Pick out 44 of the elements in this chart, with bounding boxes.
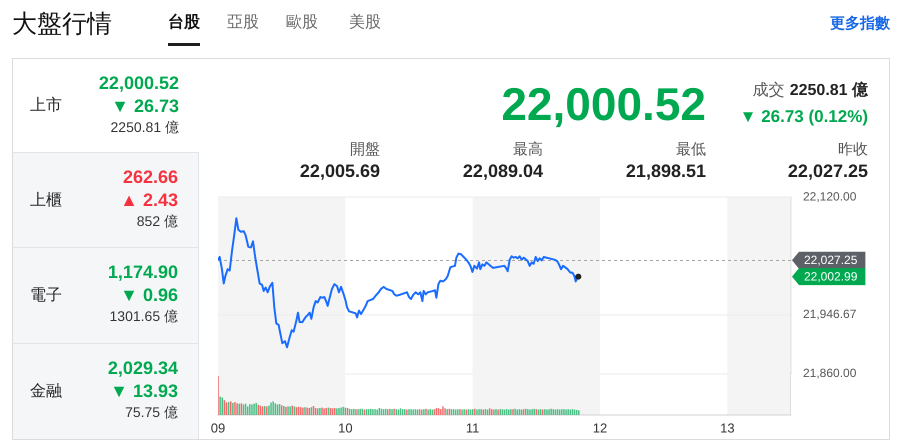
text: 22,000.52: [98, 72, 179, 94]
x-tick-label: 11: [466, 420, 480, 436]
text: 最高: [513, 140, 543, 158]
text: ▼ 0.96: [120, 284, 178, 306]
text: 262.66: [122, 166, 178, 188]
text: 成交: [752, 82, 785, 99]
text: 2250.81 億: [110, 118, 179, 136]
text: ▼ 26.73 (0.12%): [740, 106, 868, 126]
text: 75.75 億: [125, 403, 178, 421]
y-tick-label: 21,860.00: [803, 366, 857, 380]
text: 大盤行情: [12, 8, 112, 40]
text: 21,898.51: [626, 160, 706, 182]
text: 22,005.69: [300, 160, 380, 182]
text: 上櫃: [30, 190, 62, 210]
text: 歐股: [286, 13, 318, 33]
text: 更多指數: [830, 14, 890, 32]
x-tick-label: 10: [338, 420, 353, 436]
text: ▼ 13.93: [110, 380, 178, 402]
text: 開盤: [350, 140, 380, 158]
y-tick-label: 21,946.67: [803, 307, 857, 322]
text: 2,029.34: [108, 356, 178, 380]
text: 美股: [349, 13, 381, 33]
text: ▲ 2.43: [120, 188, 178, 212]
text: 22,000.52: [501, 77, 706, 132]
text: ▼ 26.73: [111, 94, 179, 118]
text: 2250.81 億: [790, 82, 868, 99]
text: 台股: [168, 13, 200, 33]
text: 22,002.99: [804, 269, 858, 284]
text: 電子: [30, 286, 62, 306]
text: 852 億: [136, 212, 178, 230]
text: 1,174.90: [108, 260, 178, 284]
ref-line-label: 22,027.25: [804, 253, 858, 268]
text: 昨收: [838, 140, 868, 158]
y-tick-label: 22,120.00: [803, 190, 857, 204]
x-tick-label: 13: [720, 420, 735, 436]
text: 亞股: [227, 13, 259, 33]
x-tick-label: 09: [210, 420, 226, 436]
text: 金融: [30, 382, 62, 402]
text: 22,027.25: [788, 160, 868, 182]
text: 1301.65 億: [110, 307, 178, 325]
text: 上市: [30, 96, 62, 116]
x-tick-label: 12: [592, 420, 608, 436]
text: 22,089.04: [462, 160, 543, 182]
text: 最低: [676, 140, 706, 158]
